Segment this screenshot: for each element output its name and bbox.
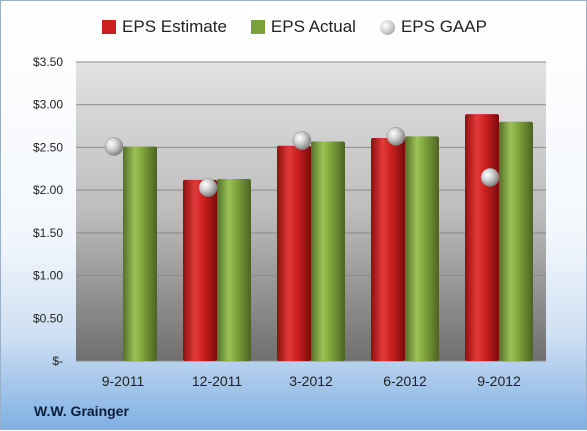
company-label: W.W. Grainger bbox=[34, 403, 129, 419]
x-tick-label: 6-2012 bbox=[383, 373, 427, 389]
y-tick-label: $- bbox=[52, 354, 63, 368]
x-axis-tick-labels: 9-2011 12-2011 3-2012 6-2012 9-2012 bbox=[102, 373, 521, 389]
y-tick-label: $2.00 bbox=[33, 183, 63, 197]
legend-label-eps-gaap: EPS GAAP bbox=[400, 17, 487, 36]
bar-eps-estimate bbox=[371, 138, 405, 361]
bar-eps-actual bbox=[311, 141, 345, 361]
legend-item-eps-actual: EPS Actual bbox=[250, 17, 356, 37]
legend-label-eps-actual: EPS Actual bbox=[270, 17, 356, 36]
legend-swatch-eps-actual bbox=[250, 20, 265, 34]
y-tick-label: $0.50 bbox=[33, 311, 63, 325]
point-eps-gaap bbox=[104, 137, 124, 156]
bar-eps-estimate bbox=[465, 114, 499, 362]
bar-eps-estimate bbox=[277, 145, 311, 361]
y-tick-label: $2.50 bbox=[33, 140, 63, 154]
legend-item-eps-estimate: EPS Estimate bbox=[102, 17, 227, 37]
y-tick-label: $3.50 bbox=[33, 55, 63, 69]
y-tick-label: $1.50 bbox=[33, 226, 63, 240]
point-eps-gaap bbox=[386, 127, 406, 146]
point-eps-gaap bbox=[292, 131, 312, 150]
x-tick-label: 12-2011 bbox=[192, 373, 243, 389]
point-eps-gaap bbox=[480, 168, 500, 187]
x-tick-label: 9-2011 bbox=[102, 373, 145, 389]
y-tick-label: $1.00 bbox=[33, 269, 63, 283]
point-eps-gaap bbox=[198, 178, 218, 197]
gaap-points bbox=[104, 127, 500, 197]
bar-eps-actual bbox=[499, 121, 533, 361]
x-tick-label: 9-2012 bbox=[477, 373, 521, 389]
x-tick-label: 3-2012 bbox=[289, 373, 333, 389]
legend-swatch-eps-estimate bbox=[102, 20, 117, 34]
legend-swatch-eps-gaap bbox=[379, 19, 395, 35]
bar-eps-actual bbox=[217, 179, 251, 361]
bar-eps-estimate bbox=[183, 179, 217, 361]
y-tick-label: $3.00 bbox=[33, 98, 63, 112]
legend-item-eps-gaap: EPS GAAP bbox=[379, 17, 487, 37]
y-axis-tick-labels: $- $0.50 $1.00 $1.50 $2.00 $2.50 $3.00 $3.50 bbox=[33, 55, 63, 368]
legend: EPS Estimate EPS Actual EPS GAAP bbox=[1, 17, 587, 37]
bar-eps-actual bbox=[405, 136, 439, 361]
bar-eps-actual bbox=[123, 146, 157, 361]
legend-label-eps-estimate: EPS Estimate bbox=[122, 17, 227, 36]
